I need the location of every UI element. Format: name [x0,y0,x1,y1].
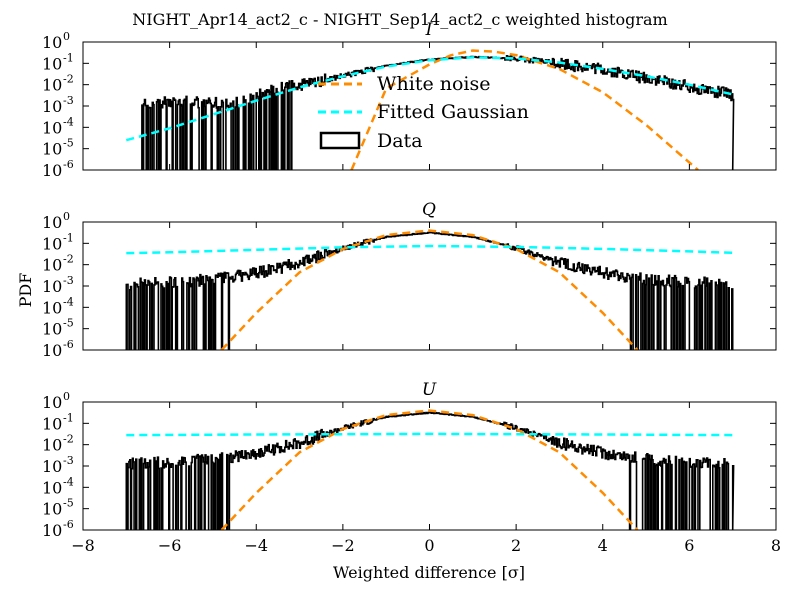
y-tick-exponent: -4 [63,295,74,308]
y-tick-label: 10 [42,234,62,253]
y-tick-exponent: -6 [63,518,74,531]
x-tick-label: −2 [331,536,355,555]
white-noise-curve [220,229,639,350]
y-tick-label: 10 [42,277,62,296]
y-tick-exponent: -5 [63,317,74,330]
legend-label-white-noise: White noise [377,73,491,95]
y-tick-exponent: -6 [63,338,74,351]
y-tick-label: 10 [42,140,62,159]
y-tick-exponent: 0 [63,390,70,403]
x-tick-label: 4 [598,536,608,555]
y-tick-exponent: -5 [63,137,74,150]
y-tick-label: 10 [42,118,62,137]
y-tick-exponent: -2 [63,433,74,446]
y-tick-label: 10 [42,33,62,52]
plot-area [125,49,735,170]
legend-item-fitted-gaussian: Fitted Gaussian [318,101,529,123]
figure-title: NIGHT_Apr14_act2_c - NIGHT_Sep14_act2_c … [132,10,667,29]
x-tick-label: −8 [71,536,95,555]
y-tick-label: 10 [42,298,62,317]
panel-title: U [422,380,437,400]
y-axis-label: PDF [16,273,35,308]
x-tick-label: 0 [424,536,434,555]
y-tick-exponent: -3 [63,94,74,107]
x-tick-label: 6 [684,536,694,555]
legend-label-fitted-gaussian: Fitted Gaussian [377,101,529,123]
y-tick-label: 10 [42,414,62,433]
y-tick-label: 10 [42,521,62,540]
y-tick-label: 10 [42,76,62,95]
panel-title: Q [422,200,436,220]
y-tick-exponent: -4 [63,475,74,488]
fitted-gaussian-curve [125,56,733,142]
y-tick-label: 10 [42,500,62,519]
white-noise-curve [220,409,639,530]
x-tick-label: 2 [511,536,521,555]
y-tick-label: 10 [42,320,62,339]
y-tick-exponent: -1 [63,51,74,64]
y-tick-label: 10 [42,161,62,180]
legend-item-white-noise: White noise [318,73,491,95]
legend-swatch-data [319,131,361,150]
y-tick-exponent: -3 [63,274,74,287]
x-tick-label: −6 [158,536,182,555]
y-tick-label: 10 [42,393,62,412]
plot-area [125,409,735,530]
legend: White noise Fitted Gaussian Data [318,73,529,152]
y-tick-exponent: -2 [63,73,74,86]
x-tick-label: −4 [244,536,268,555]
x-tick-label: 8 [771,536,781,555]
x-axis-label: Weighted difference [σ] [333,563,525,582]
data-histogram-series [125,231,734,350]
legend-label-data: Data [377,130,423,152]
y-tick-label: 10 [42,213,62,232]
y-tick-exponent: -6 [63,158,74,171]
y-tick-exponent: 0 [63,30,70,43]
white-noise-curve [350,49,699,170]
y-tick-label: 10 [42,457,62,476]
y-tick-exponent: 0 [63,210,70,223]
y-tick-label: 10 [42,341,62,360]
y-tick-label: 10 [42,436,62,455]
y-tick-exponent: -1 [63,411,74,424]
fitted-gaussian-curve [126,244,733,255]
y-tick-label: 10 [42,478,62,497]
y-tick-exponent: -4 [63,115,74,128]
y-tick-label: 10 [42,256,62,275]
y-tick-exponent: -1 [63,231,74,244]
data-histogram-series [125,411,735,530]
plot-area [125,229,734,350]
y-tick-label: 10 [42,54,62,73]
legend-item-data: Data [319,130,423,152]
y-tick-exponent: -5 [63,497,74,510]
y-tick-exponent: -2 [63,253,74,266]
y-tick-exponent: -3 [63,454,74,467]
fitted-gaussian-curve [126,432,733,437]
y-tick-label: 10 [42,97,62,116]
panel-title: I [425,20,433,40]
